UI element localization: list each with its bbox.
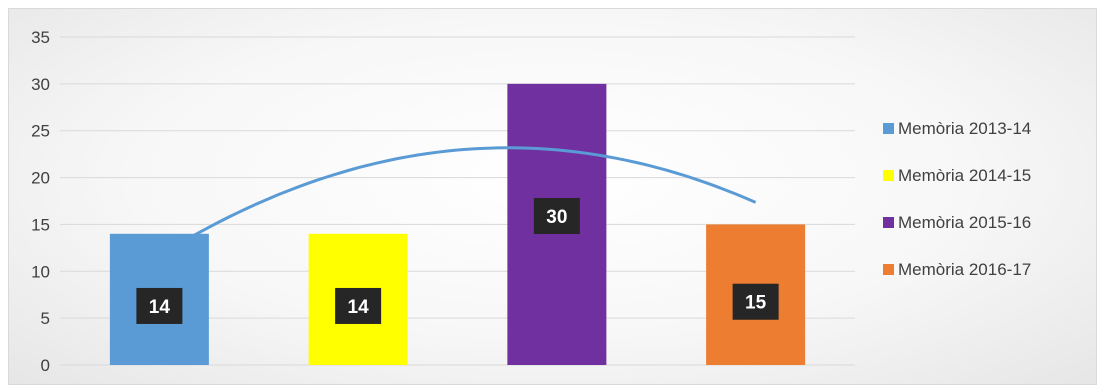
data-labels: 14 14 30 15 bbox=[136, 197, 779, 324]
data-label-box bbox=[732, 283, 779, 320]
data-label-box bbox=[533, 197, 580, 234]
data-label-text: 14 bbox=[149, 297, 171, 318]
legend-swatch bbox=[883, 264, 894, 275]
y-tick-label: 15 bbox=[31, 215, 50, 234]
data-label: 14 bbox=[136, 287, 183, 324]
legend-label: Memòria 2016-17 bbox=[898, 260, 1031, 279]
data-label: 15 bbox=[732, 283, 779, 320]
legend-swatch bbox=[883, 217, 894, 228]
y-tick-label: 0 bbox=[41, 356, 50, 375]
legend-label: Memòria 2013-14 bbox=[898, 119, 1031, 138]
legend: Memòria 2013-14 Memòria 2014-15 Memòria 20… bbox=[883, 119, 1031, 279]
legend-item: Memòria 2013-14 bbox=[883, 119, 1031, 138]
data-label-text: 14 bbox=[348, 297, 370, 318]
y-axis: 0 5 10 15 20 25 30 35 bbox=[31, 28, 50, 375]
y-tick-label: 25 bbox=[31, 122, 50, 141]
trendline bbox=[158, 146, 757, 258]
legend-label: Memòria 2015-16 bbox=[898, 213, 1031, 232]
data-label: 14 bbox=[335, 287, 382, 324]
legend-item: Memòria 2014-15 bbox=[883, 166, 1031, 185]
data-label-box bbox=[136, 287, 183, 324]
y-tick-label: 20 bbox=[31, 169, 50, 188]
data-label-text: 30 bbox=[546, 207, 567, 228]
legend-swatch bbox=[883, 170, 894, 181]
y-tick-label: 30 bbox=[31, 75, 50, 94]
legend-label: Memòria 2014-15 bbox=[898, 166, 1031, 185]
legend-swatch bbox=[883, 123, 894, 134]
data-label-text: 15 bbox=[745, 293, 767, 314]
y-tick-label: 35 bbox=[31, 28, 50, 47]
legend-item: Memòria 2016-17 bbox=[883, 260, 1031, 279]
y-tick-label: 5 bbox=[41, 309, 50, 328]
data-label: 30 bbox=[533, 197, 580, 234]
legend-item: Memòria 2015-16 bbox=[883, 213, 1031, 232]
y-tick-label: 10 bbox=[31, 262, 50, 281]
data-label-box bbox=[335, 287, 382, 324]
